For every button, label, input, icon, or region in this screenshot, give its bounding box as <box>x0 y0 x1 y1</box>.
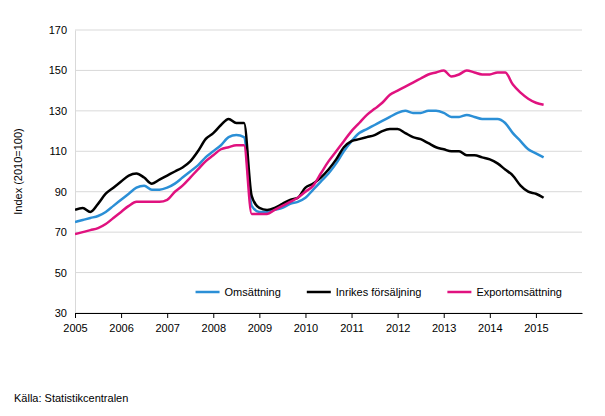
grid-line <box>75 232 582 233</box>
y-tick: 90 <box>55 186 75 198</box>
legend: Omsättning Inrikes försäljning Exportomsät… <box>196 286 562 298</box>
grid-line <box>75 110 582 111</box>
x-tick-mark <box>167 313 168 318</box>
grid-line <box>75 313 582 314</box>
legend-swatch <box>307 291 331 294</box>
legend-label: Inrikes försäljning <box>336 286 422 298</box>
series-line <box>75 111 544 222</box>
legend-label: Exportomsättning <box>476 286 562 298</box>
x-axis-line <box>76 313 583 314</box>
y-tick: 170 <box>49 24 75 36</box>
x-tick: 2007 <box>155 313 179 334</box>
x-tick-mark <box>75 313 76 318</box>
y-tick: 50 <box>55 267 75 279</box>
grid <box>75 30 582 313</box>
x-tick-label: 2007 <box>155 322 179 334</box>
source-note: Källa: Statistikcentralen <box>14 392 128 404</box>
x-tick-mark <box>259 313 260 318</box>
y-tick-label: 130 <box>49 105 67 117</box>
x-tick-label: 2006 <box>109 322 133 334</box>
y-tick-label: 150 <box>49 64 67 76</box>
y-axis-title: Index (2010=100) <box>12 128 24 215</box>
legend-swatch <box>447 291 471 294</box>
x-tick-label: 2015 <box>524 322 548 334</box>
x-tick-mark <box>213 313 214 318</box>
x-tick-label: 2008 <box>202 322 226 334</box>
legend-swatch <box>196 291 220 294</box>
x-tick: 2013 <box>432 313 456 334</box>
x-tick-mark <box>444 313 445 318</box>
x-tick-mark <box>490 313 491 318</box>
x-tick: 2008 <box>202 313 226 334</box>
y-axis-line <box>75 31 76 314</box>
y-tick-label: 30 <box>55 307 67 319</box>
x-tick-label: 2011 <box>340 322 364 334</box>
x-tick-label: 2010 <box>294 322 318 334</box>
x-tick: 2006 <box>109 313 133 334</box>
y-tick: 30 <box>55 307 75 319</box>
x-tick: 2010 <box>294 313 318 334</box>
x-tick-label: 2013 <box>432 322 456 334</box>
y-tick-label: 110 <box>49 145 67 157</box>
legend-item: Exportomsättning <box>447 286 562 298</box>
y-tick: 70 <box>55 226 75 238</box>
chart: 30 50 70 90 110 130 150 170 2005 2006 2007 2008 2009… <box>0 0 605 416</box>
series-line <box>75 70 544 234</box>
y-tick-label: 70 <box>55 226 67 238</box>
x-tick-mark <box>121 313 122 318</box>
x-tick-label: 2009 <box>248 322 272 334</box>
legend-item: Omsättning <box>196 286 281 298</box>
x-tick-label: 2014 <box>478 322 502 334</box>
x-tick-mark <box>398 313 399 318</box>
x-tick-mark <box>352 313 353 318</box>
x-tick-mark <box>305 313 306 318</box>
y-tick-label: 50 <box>55 267 67 279</box>
legend-item: Inrikes försäljning <box>307 286 422 298</box>
lines <box>75 70 544 234</box>
y-tick: 130 <box>49 105 75 117</box>
x-tick: 2009 <box>248 313 272 334</box>
legend-label: Omsättning <box>225 286 281 298</box>
x-tick: 2011 <box>340 313 364 334</box>
grid-line <box>75 191 582 192</box>
y-tick: 150 <box>49 64 75 76</box>
y-tick-label: 170 <box>49 24 67 36</box>
x-tick-mark <box>536 313 537 318</box>
x-axis: 2005 2006 2007 2008 2009 2010 2011 2012 2013 2014… <box>63 313 582 334</box>
x-tick-label: 2005 <box>63 322 87 334</box>
x-tick: 2012 <box>386 313 410 334</box>
x-tick: 2014 <box>478 313 502 334</box>
grid-line <box>75 151 582 152</box>
grid-line <box>75 272 582 273</box>
grid-line <box>75 30 582 31</box>
x-tick-label: 2012 <box>386 322 410 334</box>
y-axis: 30 50 70 90 110 130 150 170 <box>49 24 76 319</box>
y-tick-label: 90 <box>55 186 67 198</box>
grid-line <box>75 70 582 71</box>
series-line <box>75 119 544 212</box>
plot: 30 50 70 90 110 130 150 170 2005 2006 2007 2008 2009… <box>49 24 583 334</box>
x-tick: 2015 <box>524 313 548 334</box>
x-tick: 2005 <box>63 313 87 334</box>
y-tick: 110 <box>49 145 75 157</box>
